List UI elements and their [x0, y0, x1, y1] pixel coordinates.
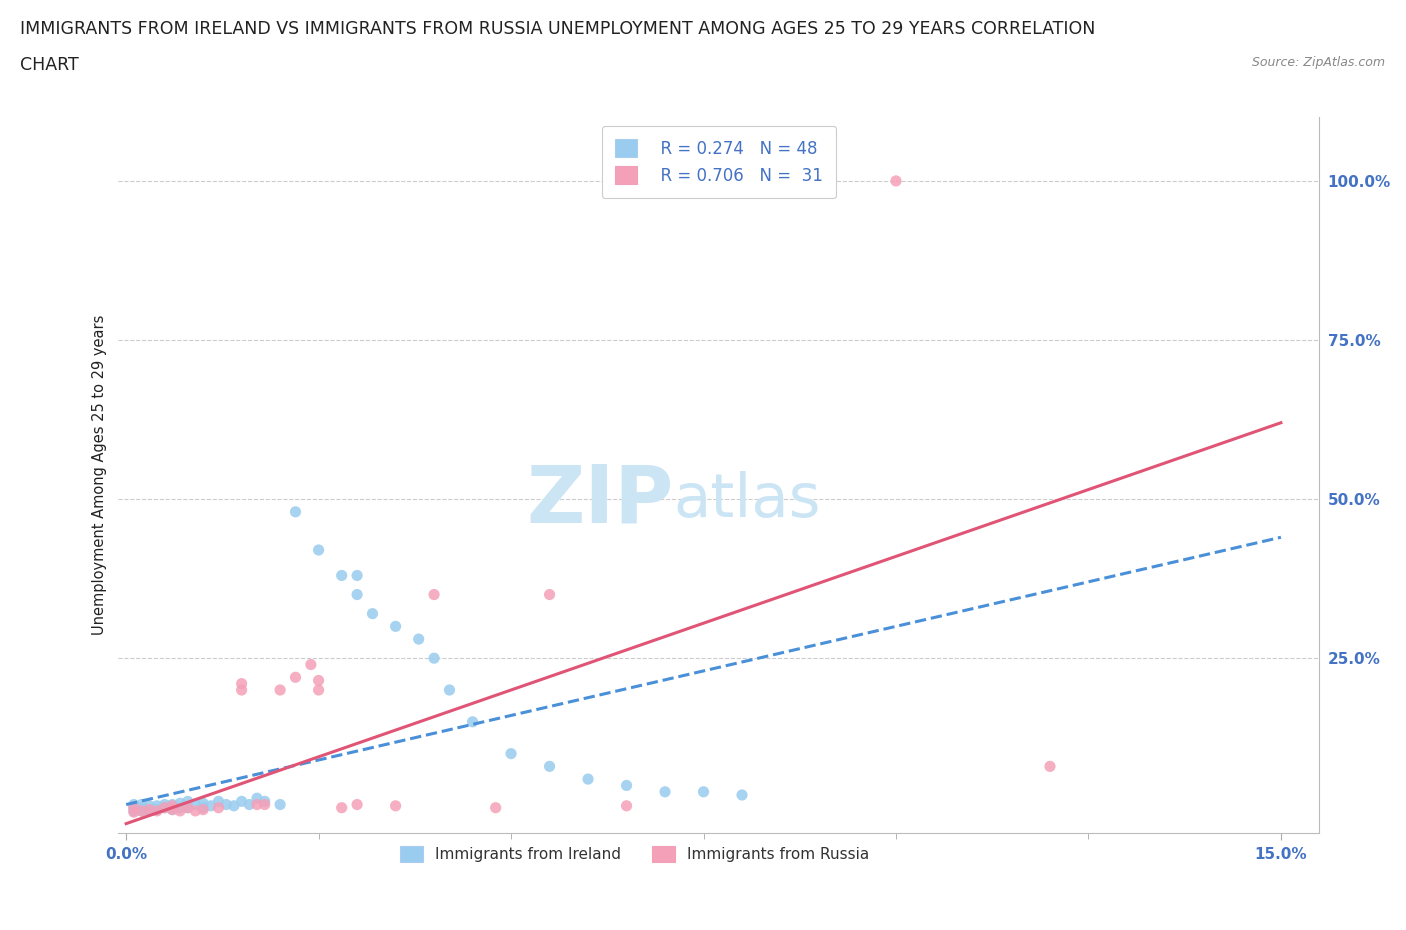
- Point: [138, 804, 160, 818]
- Point: [269, 797, 291, 812]
- Point: [284, 670, 307, 684]
- Point: [131, 804, 153, 818]
- Point: [731, 788, 754, 803]
- Point: [122, 801, 145, 816]
- Point: [146, 803, 169, 817]
- Point: [330, 568, 353, 583]
- Point: [884, 174, 907, 189]
- Point: [299, 658, 322, 672]
- Point: [346, 568, 368, 583]
- Point: [153, 797, 176, 812]
- Point: [122, 804, 145, 819]
- Legend: Immigrants from Ireland, Immigrants from Russia: Immigrants from Ireland, Immigrants from…: [394, 841, 876, 869]
- Point: [616, 798, 638, 813]
- Point: [485, 801, 508, 816]
- Point: [654, 784, 676, 799]
- Point: [692, 784, 714, 799]
- Point: [384, 798, 406, 813]
- Point: [184, 804, 207, 818]
- Text: Source: ZipAtlas.com: Source: ZipAtlas.com: [1251, 56, 1385, 69]
- Point: [253, 797, 276, 812]
- Point: [177, 801, 200, 816]
- Y-axis label: Unemployment Among Ages 25 to 29 years: Unemployment Among Ages 25 to 29 years: [93, 315, 107, 635]
- Point: [231, 794, 253, 809]
- Point: [538, 587, 561, 602]
- Point: [576, 772, 599, 787]
- Point: [439, 683, 461, 698]
- Point: [207, 794, 229, 809]
- Point: [131, 804, 153, 818]
- Point: [184, 797, 207, 812]
- Point: [308, 542, 330, 557]
- Point: [461, 714, 484, 729]
- Point: [361, 606, 384, 621]
- Point: [153, 801, 176, 816]
- Point: [131, 801, 153, 816]
- Point: [191, 796, 214, 811]
- Point: [423, 651, 446, 666]
- Point: [122, 797, 145, 812]
- Point: [122, 801, 145, 816]
- Point: [616, 778, 638, 793]
- Point: [131, 797, 153, 812]
- Point: [191, 801, 214, 816]
- Point: [1039, 759, 1062, 774]
- Point: [122, 804, 145, 818]
- Point: [231, 676, 253, 691]
- Point: [153, 801, 176, 816]
- Point: [246, 790, 269, 805]
- Text: atlas: atlas: [673, 471, 821, 530]
- Point: [284, 504, 307, 519]
- Point: [246, 797, 269, 812]
- Text: IMMIGRANTS FROM IRELAND VS IMMIGRANTS FROM RUSSIA UNEMPLOYMENT AMONG AGES 25 TO : IMMIGRANTS FROM IRELAND VS IMMIGRANTS FR…: [20, 20, 1095, 38]
- Point: [177, 801, 200, 816]
- Point: [162, 803, 184, 817]
- Text: ZIP: ZIP: [526, 461, 673, 539]
- Point: [200, 798, 222, 813]
- Point: [253, 794, 276, 809]
- Point: [330, 801, 353, 816]
- Point: [269, 683, 291, 698]
- Point: [169, 801, 191, 816]
- Point: [423, 587, 446, 602]
- Point: [538, 759, 561, 774]
- Point: [215, 797, 238, 812]
- Point: [238, 797, 260, 812]
- Point: [408, 631, 430, 646]
- Point: [346, 587, 368, 602]
- Point: [207, 801, 229, 816]
- Point: [162, 798, 184, 813]
- Text: CHART: CHART: [20, 56, 79, 73]
- Point: [162, 803, 184, 817]
- Point: [138, 798, 160, 813]
- Point: [499, 746, 522, 761]
- Point: [231, 683, 253, 698]
- Point: [169, 796, 191, 811]
- Point: [222, 798, 245, 813]
- Point: [162, 797, 184, 812]
- Point: [308, 673, 330, 688]
- Point: [146, 804, 169, 818]
- Point: [177, 794, 200, 809]
- Point: [384, 619, 406, 634]
- Point: [308, 683, 330, 698]
- Point: [138, 803, 160, 817]
- Point: [146, 798, 169, 813]
- Point: [346, 797, 368, 812]
- Point: [169, 804, 191, 818]
- Point: [191, 803, 214, 817]
